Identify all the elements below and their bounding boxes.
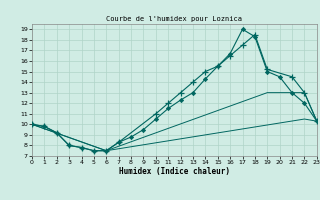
X-axis label: Humidex (Indice chaleur): Humidex (Indice chaleur)	[119, 167, 230, 176]
Title: Courbe de l'humidex pour Loznica: Courbe de l'humidex pour Loznica	[106, 16, 243, 22]
